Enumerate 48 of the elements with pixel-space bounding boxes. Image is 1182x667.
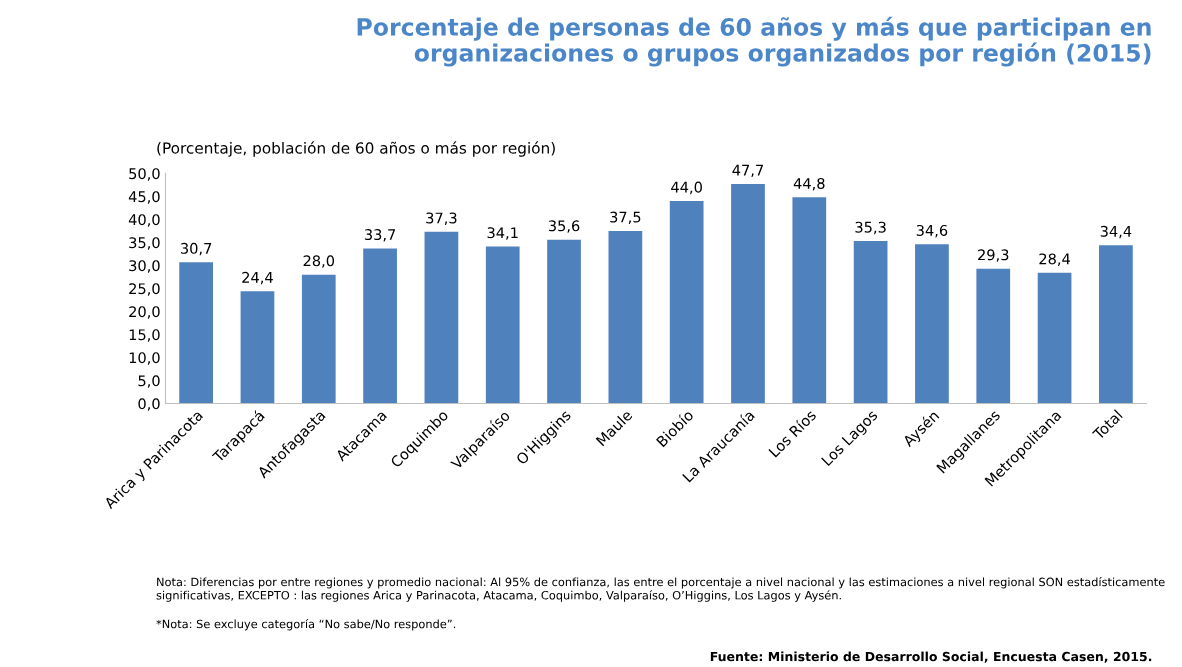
data-label: 35,3 — [855, 221, 886, 235]
data-label: 28,0 — [303, 255, 335, 268]
bar — [363, 248, 397, 404]
bar — [976, 268, 1011, 404]
data-label: 34,1 — [487, 227, 518, 240]
bar — [608, 230, 643, 404]
y-tick-label: 15,0 — [129, 329, 160, 342]
bar — [792, 197, 827, 404]
bar — [301, 274, 336, 404]
bar — [853, 241, 888, 404]
bar — [424, 231, 459, 404]
bar — [915, 244, 949, 404]
y-tick-label: 40,0 — [128, 214, 160, 227]
data-label: 37,3 — [426, 212, 457, 225]
data-label: 47,7 — [732, 164, 763, 178]
source-note: Fuente: Ministerio de Desarrollo Social, Encuesta Casen, 2015. — [710, 651, 1152, 663]
chart-subtitle: (Porcentaje, población de 60 años o más por región) — [157, 141, 555, 157]
text: *Nota: Se excluye categoría “No sabe/No responde”. — [156, 618, 456, 631]
data-label: 30,7 — [181, 242, 212, 256]
bar — [1037, 272, 1072, 404]
text: Nota: Diferencias por entre regiones y promedio nacional: Al 95% de confianza, las entre el porcentaje a nivel nacional y las estimaciones a nivel regional SON estadísticamente significativas, EXCEPTO : las regiones Arica y Parinacota, Atacama, Coquimbo, Valparaíso, O’Higgins, Los Lagos y Aysén. — [156, 576, 1165, 602]
y-tick-label: 45,0 — [128, 191, 160, 204]
bar — [179, 262, 213, 404]
bar — [669, 201, 704, 404]
data-label: 44,0 — [671, 181, 702, 195]
y-tick-label: 20,0 — [129, 306, 160, 319]
bar — [485, 246, 520, 404]
data-label: 29,3 — [978, 249, 1009, 262]
data-label: 37,5 — [610, 211, 641, 225]
bar — [731, 184, 765, 404]
y-tick-label: 10,0 — [129, 352, 160, 365]
y-tick-label: 5,0 — [138, 375, 160, 388]
y-tick-label: 50,0 — [129, 168, 160, 181]
data-label: 24,4 — [242, 271, 273, 285]
data-label: 28,4 — [1039, 253, 1070, 266]
data-label: 44,8 — [793, 177, 825, 191]
bar — [547, 239, 581, 404]
y-tick-label: 0,0 — [138, 398, 160, 411]
chart-title: Porcentaje de personas de 60 años y más que participan en organizaciones o grupos organizados por región (2015) — [357, 16, 1151, 67]
bar — [1099, 245, 1133, 404]
data-label: 34,6 — [916, 224, 948, 238]
data-label: 35,6 — [548, 220, 580, 233]
y-tick-label: 25,0 — [129, 283, 160, 296]
data-label: 34,4 — [1100, 225, 1132, 239]
y-tick-label: 35,0 — [129, 237, 160, 250]
y-tick-label: 30,0 — [129, 260, 160, 273]
bar — [240, 291, 275, 404]
data-label: 33,7 — [364, 229, 396, 242]
